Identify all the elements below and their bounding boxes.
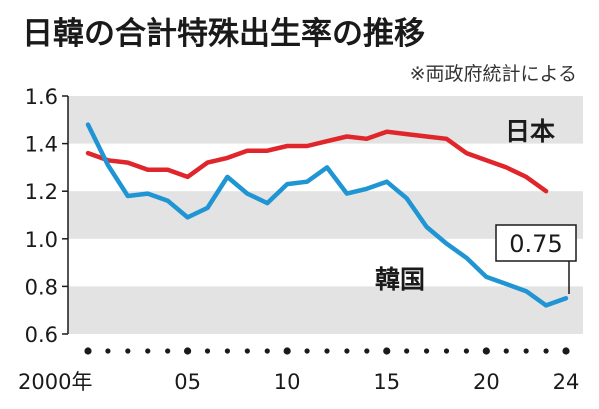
chart-title: 日韓の合計特殊出生率の推移 [22,16,425,52]
y-tick-label: 1.2 [25,180,58,204]
series-lines [85,122,569,308]
x-tick-dot [125,348,131,354]
series-line-korea [85,122,569,308]
grid-band [68,96,583,144]
x-tick-dot [423,348,430,354]
x-tick-label: 24 [553,370,580,394]
x-tick-dot [503,348,509,354]
x-tick-dot [543,348,549,354]
x-tick-label: 05 [174,370,201,394]
x-tick-dot [304,348,310,354]
x-tick-dot [105,348,111,354]
y-tick-label: 1.4 [25,133,58,157]
y-tick-label: 1.6 [25,85,58,109]
x-tick-label: 20 [473,370,500,394]
callout-box [495,224,577,262]
grid-bands [68,96,583,334]
x-tick-dot [183,347,192,355]
x-tick-dot [523,348,529,354]
x-tick-dot [364,348,370,354]
x-tick-dot [145,348,151,354]
x-tick-dot [404,348,410,354]
x-tick-dot [165,348,171,354]
x-tick-dot [84,347,92,355]
x-tick-dot [482,347,490,355]
x-tick-dot [344,348,350,354]
series-label-japan: 日本 [505,117,555,146]
x-tick-dot [383,347,391,355]
series-line-japan [85,129,549,194]
x-tick-label: 15 [373,370,400,394]
x-tick-dot [224,348,231,354]
x-tick-dot [324,348,330,354]
series-label-korea: 韓国 [375,265,425,294]
x-tick-dot [283,347,291,355]
x-tick-label: 2000年 [18,370,92,394]
chart-source: ※両政府統計による [410,63,577,85]
y-tick-label: 1.0 [25,228,58,252]
grid-band [68,286,583,334]
x-tick-dot [562,347,570,355]
y-tick-label: 0.8 [25,275,58,299]
x-tick-dot [463,348,470,354]
y-tick-label: 0.6 [25,323,58,347]
x-tick-dot [264,348,270,354]
x-tick-label: 10 [274,370,301,394]
x-tick-dot [443,348,450,354]
y-axis: 0.6 0.8 1.0 1.2 1.4 1.6 [25,85,69,347]
x-tick-dot [204,348,211,354]
callout-value: 0.75 [509,230,562,258]
x-tick-dot [244,348,250,354]
x-axis: 2000年 05 10 15 20 24 [18,347,579,394]
callout-korea-2024: 0.75 [495,224,577,294]
